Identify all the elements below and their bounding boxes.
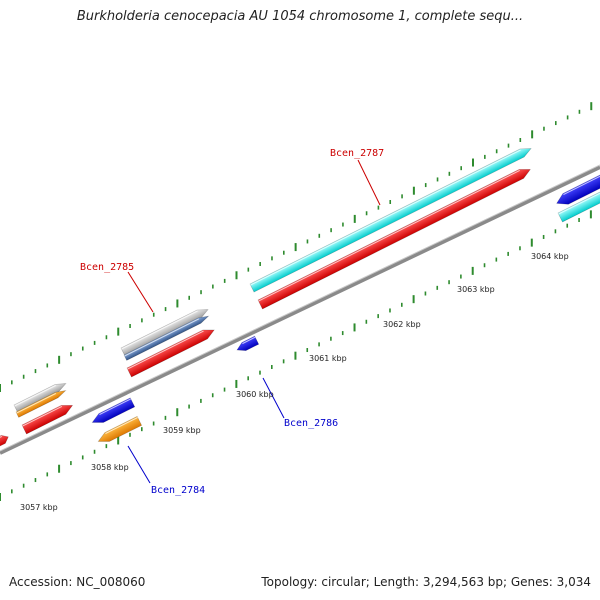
- gene-arrow-bcen-2787: [249, 148, 532, 293]
- gene-arrow-bcen-2787-cds-shine: [258, 170, 520, 302]
- gene-arrow-bcen-2787-cds: [257, 169, 531, 310]
- gene-arrow-right-edge-shine: [558, 186, 600, 215]
- backbone-highlight: [0, 164, 600, 452]
- map-title: Burkholderia cenocepacia AU 1054 chromos…: [76, 9, 524, 24]
- callout-line-bcen-2786: [262, 377, 285, 419]
- gene-arrow-bcen-2787-body: [249, 148, 532, 293]
- gene-arrow-right-edge-rev: [556, 170, 600, 205]
- callouts-layer: Bcen_2784 Bcen_2785 Bcen_2786 Bcen_2787: [80, 148, 384, 496]
- tick-label: 3063 kbp: [457, 285, 495, 294]
- gene-arrow-right-edge-body: [557, 185, 600, 223]
- gene-arrow-left-1-body: [13, 383, 67, 413]
- gene-label-bcen-2786: Bcen_2786: [284, 418, 338, 429]
- gene-arrow-bcen-2784-body: [97, 416, 143, 442]
- gene-arrow-bcen-2785-cds: [126, 329, 215, 378]
- gene-arrow-left-1-band-body: [15, 390, 67, 418]
- tick-label: 3061 kbp: [309, 354, 347, 363]
- gene-arrow-right-edge: [557, 185, 600, 223]
- gene-arrow-right-edge-rev-shine: [563, 171, 600, 196]
- gene-arrow-bcen-2785-band-body: [123, 315, 210, 361]
- gene-arrow-bcen-2784-shine: [105, 417, 138, 435]
- gene-arrow-bcen-2786-body: [236, 335, 260, 351]
- tick-label: 3060 kbp: [236, 390, 274, 399]
- gene-arrow-bcen-2785-band: [123, 315, 210, 361]
- inner-tick-track: [0, 210, 592, 501]
- gene-arrow-bcen-2785-cds-shine: [127, 330, 204, 370]
- gene-arrow-bcen-2785-band-shine: [124, 318, 199, 357]
- gene-label-bcen-2787: Bcen_2787: [330, 148, 384, 159]
- gene-arrow-bcen-2786-left-body: [91, 397, 136, 423]
- gene-arrow-left-edge-shine: [0, 435, 3, 442]
- tick-label: 3058 kbp: [91, 463, 129, 472]
- accession-text: Accession: NC_008060: [9, 575, 146, 589]
- gene-arrow-bcen-2785-shine: [121, 310, 198, 350]
- callout-line-bcen-2784: [127, 445, 151, 484]
- gene-arrow-bcen-2786-left: [91, 397, 136, 423]
- callout-line-bcen-2787: [357, 159, 381, 206]
- topology-text: Topology: circular; Length: 3,294,563 bp…: [261, 575, 591, 589]
- callout-line-bcen-2785: [127, 271, 154, 313]
- gene-arrow-left-1-cds: [21, 405, 74, 435]
- tick-label: 3064 kbp: [531, 252, 569, 261]
- gene-arrow-bcen-2785-body: [120, 309, 209, 357]
- gene-arrow-bcen-2784: [97, 416, 143, 442]
- gene-arrow-left-1-cds-body: [21, 405, 74, 435]
- backbone-layer: [0, 164, 600, 455]
- gene-arrow-bcen-2786: [236, 335, 260, 351]
- tick-label: 3059 kbp: [163, 426, 201, 435]
- gene-label-bcen-2785: Bcen_2785: [80, 262, 134, 273]
- gene-arrow-bcen-2786-left-shine: [99, 398, 132, 416]
- gene-arrow-left-1: [13, 383, 67, 413]
- gene-arrow-left-1-band: [15, 390, 67, 418]
- gene-arrow-left-edge-body: [0, 435, 9, 449]
- gene-arrow-bcen-2787-shine: [250, 149, 521, 286]
- gene-arrow-bcen-2786-shine: [242, 336, 256, 345]
- gene-arrow-left-edge: [0, 435, 9, 449]
- gene-label-bcen-2784: Bcen_2784: [151, 485, 205, 496]
- gene-arrow-bcen-2787-cds-body: [257, 169, 531, 310]
- outer-tick-track: [0, 102, 593, 392]
- gene-arrow-right-edge-rev-body: [556, 170, 600, 205]
- backbone-line: [0, 165, 600, 455]
- tick-label: 3057 kbp: [20, 503, 58, 512]
- gene-arrow-bcen-2785-cds-body: [126, 329, 215, 378]
- gene-arrow-left-1-shine: [14, 385, 56, 407]
- genes-layer: [0, 148, 600, 449]
- tick-labels-layer: 3057 kbp 3058 kbp 3059 kbp 3060 kbp 3061 kbp…: [20, 252, 569, 512]
- gene-arrow-left-1-band-shine: [16, 392, 57, 414]
- gene-arrow-left-1-cds-shine: [22, 405, 63, 427]
- gene-arrow-bcen-2785: [120, 309, 209, 357]
- tick-label: 3062 kbp: [383, 320, 421, 329]
